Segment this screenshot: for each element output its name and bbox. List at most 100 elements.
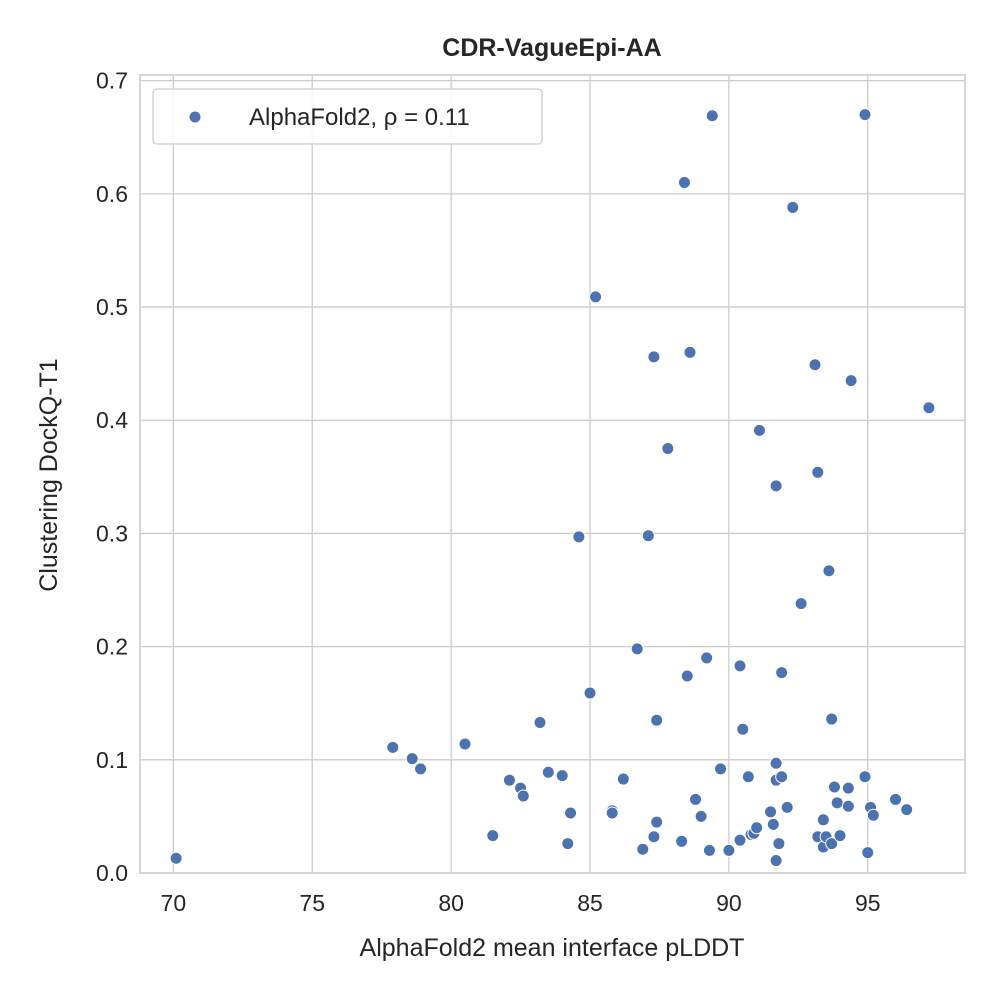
data-point — [733, 833, 747, 847]
data-point — [636, 842, 650, 856]
data-point — [700, 651, 714, 665]
data-point — [766, 817, 780, 831]
data-point — [583, 686, 597, 700]
y-axis-ticks: 0.0 0.1 0.2 0.3 0.4 0.5 0.6 0.7 — [96, 68, 128, 886]
data-point — [516, 789, 530, 803]
data-point — [694, 809, 708, 823]
data-point — [661, 442, 675, 456]
data-point — [647, 830, 661, 844]
legend: AlphaFold2, ρ = 0.11 — [152, 88, 543, 145]
data-point — [702, 843, 716, 857]
data-point — [458, 737, 472, 751]
y-tick-label: 0.4 — [96, 407, 128, 433]
x-tick-label: 70 — [161, 890, 187, 916]
data-point — [844, 374, 858, 388]
x-tick-label: 90 — [716, 890, 742, 916]
data-point — [861, 846, 875, 860]
data-point — [780, 800, 794, 814]
data-point — [900, 803, 914, 817]
data-point — [641, 529, 655, 543]
data-point — [833, 829, 847, 843]
data-point — [772, 837, 786, 851]
data-point — [414, 762, 428, 776]
data-point — [616, 772, 630, 786]
data-point — [564, 806, 578, 820]
data-point — [605, 806, 619, 820]
data-point — [561, 837, 575, 851]
data-point — [750, 821, 764, 835]
data-point — [889, 792, 903, 806]
data-point — [811, 465, 825, 479]
data-point — [650, 713, 664, 727]
x-tick-label: 80 — [438, 890, 464, 916]
y-tick-label: 0.3 — [96, 520, 128, 546]
data-point — [816, 813, 830, 827]
data-point — [769, 479, 783, 493]
data-point — [677, 176, 691, 190]
data-point — [775, 770, 789, 784]
data-point — [775, 666, 789, 680]
data-point — [769, 854, 783, 868]
data-point — [752, 423, 766, 437]
chart-title: CDR-VagueEpi-AA — [442, 34, 661, 62]
data-point — [733, 659, 747, 673]
data-point — [405, 752, 419, 766]
x-tick-label: 95 — [855, 890, 881, 916]
data-point — [572, 530, 586, 544]
data-point — [541, 765, 555, 779]
data-point — [502, 773, 516, 787]
data-point — [825, 712, 839, 726]
data-point — [675, 834, 689, 848]
data-point — [830, 796, 844, 810]
data-point — [841, 781, 855, 795]
data-point — [825, 837, 839, 851]
data-point — [486, 829, 500, 843]
data-point — [858, 108, 872, 122]
data-point — [589, 290, 603, 304]
data-point — [680, 669, 694, 683]
data-point — [786, 200, 800, 214]
data-point — [555, 769, 569, 783]
plot-frame — [139, 74, 966, 874]
data-point — [630, 642, 644, 656]
data-point — [736, 722, 750, 736]
data-point — [769, 756, 783, 770]
data-point — [705, 109, 719, 123]
legend-box — [152, 88, 543, 145]
data-point — [764, 805, 778, 819]
data-point — [922, 401, 936, 415]
plot-area — [139, 74, 966, 874]
legend-label: AlphaFold2, ρ = 0.11 — [249, 104, 470, 131]
data-point — [741, 770, 755, 784]
x-tick-label: 85 — [577, 890, 603, 916]
data-point — [841, 799, 855, 813]
data-point — [866, 808, 880, 822]
data-point — [858, 770, 872, 784]
y-axis-label: Clustering DockQ-T1 — [35, 358, 63, 591]
data-point — [722, 843, 736, 857]
data-point — [169, 851, 183, 865]
x-axis-ticks: 70 75 80 85 90 95 — [161, 890, 881, 916]
x-axis-label: AlphaFold2 mean interface pLDDT — [360, 934, 745, 962]
plot-background — [140, 75, 965, 873]
data-point — [808, 358, 822, 372]
data-points — [169, 108, 936, 868]
data-point — [683, 345, 697, 359]
data-point — [822, 564, 836, 578]
data-point — [689, 792, 703, 806]
y-tick-label: 0.5 — [96, 294, 128, 320]
data-point — [386, 740, 400, 754]
data-point — [533, 715, 547, 729]
y-tick-label: 0.2 — [96, 634, 128, 660]
y-tick-label: 0.1 — [96, 747, 128, 773]
data-point — [650, 815, 664, 829]
y-tick-label: 0.0 — [96, 860, 128, 886]
data-point — [714, 762, 728, 776]
data-point — [647, 350, 661, 364]
data-point — [794, 597, 808, 611]
y-tick-label: 0.6 — [96, 181, 128, 207]
data-point — [827, 780, 841, 794]
y-tick-label: 0.7 — [96, 68, 128, 94]
x-tick-label: 75 — [299, 890, 325, 916]
